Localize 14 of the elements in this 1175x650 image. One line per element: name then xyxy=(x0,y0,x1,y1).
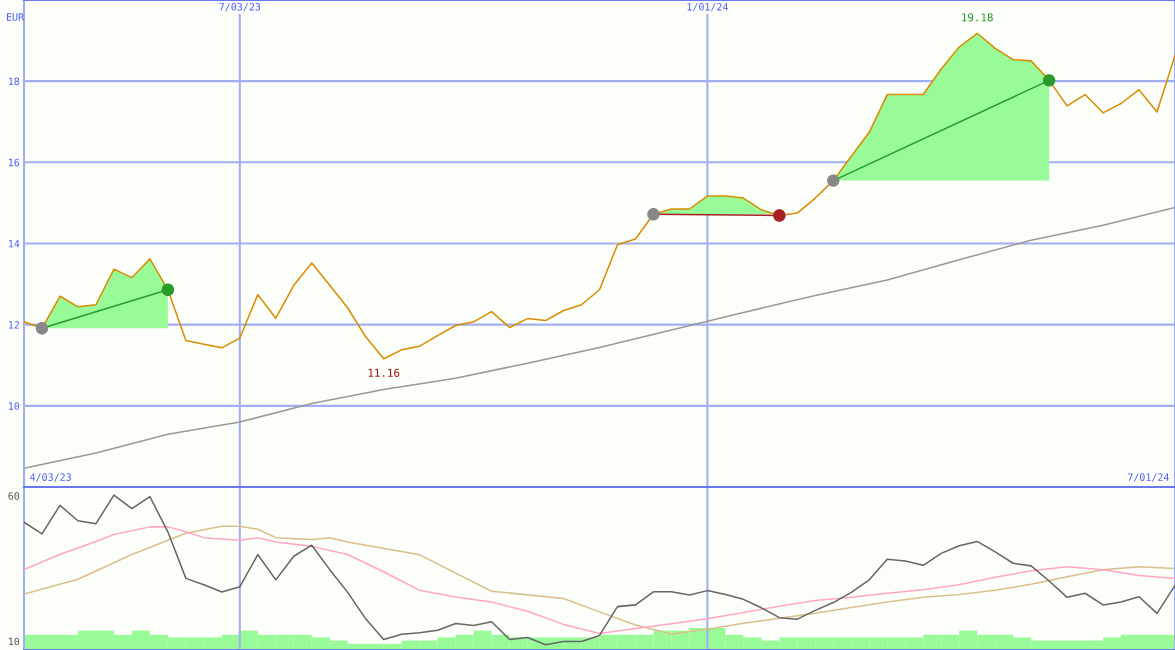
x-tick-label: 1/01/24 xyxy=(687,3,728,12)
y-tick-label: 18 xyxy=(8,77,20,86)
y-axis-title: EUR xyxy=(6,13,25,21)
y-tick-label: 10 xyxy=(8,637,20,646)
y-tick-label: 16 xyxy=(8,158,20,167)
annotation: 19.18 xyxy=(962,13,993,22)
y-tick-label: 12 xyxy=(8,321,19,329)
annotation: 7/01/24 xyxy=(1127,473,1169,482)
annotation: 4/03/23 xyxy=(30,473,71,482)
y-tick-label: 14 xyxy=(8,240,20,248)
x-tick-label: 7/03/23 xyxy=(219,3,261,12)
y-tick-label: 60 xyxy=(8,492,20,500)
annotation: 11.16 xyxy=(368,368,400,377)
y-tick-label: 10 xyxy=(8,402,20,410)
